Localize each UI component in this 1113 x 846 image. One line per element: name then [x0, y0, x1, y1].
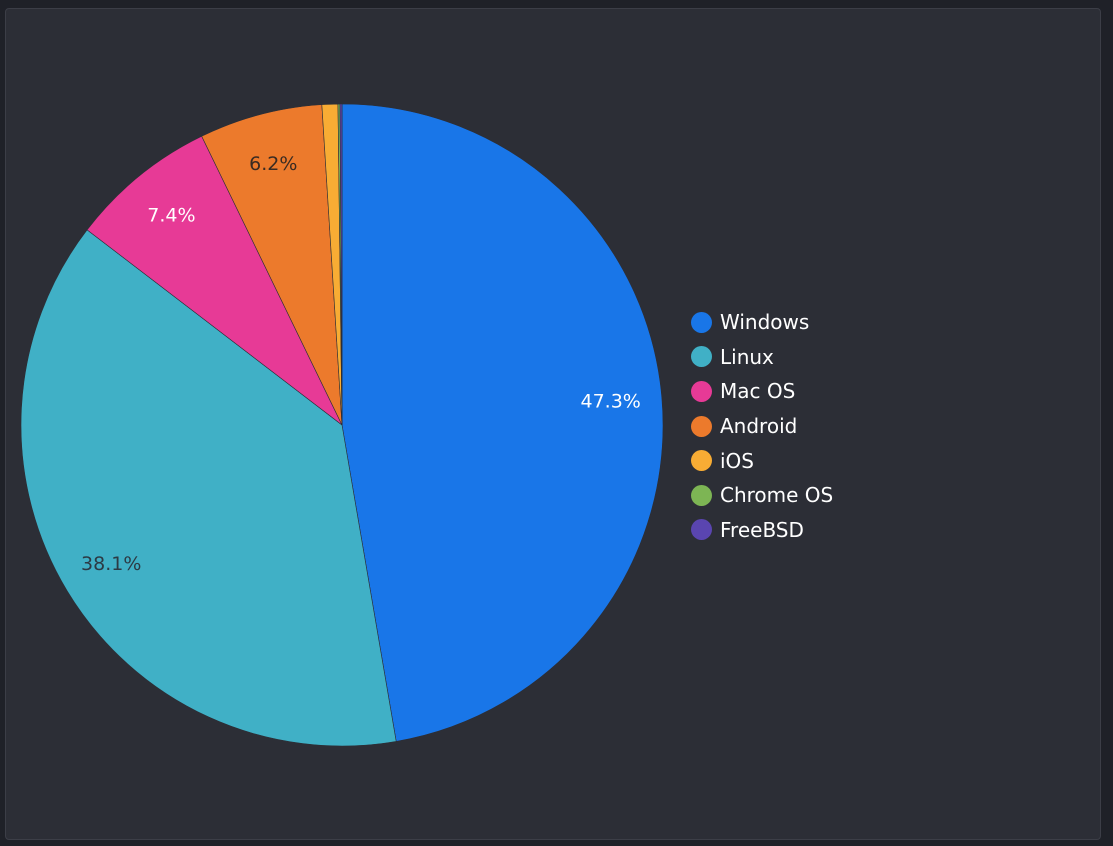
pie-slice-freebsd[interactable]	[339, 103, 343, 426]
pie-slice-android[interactable]	[201, 104, 343, 426]
legend-item-chrome-os[interactable]: Chrome OS	[691, 478, 833, 513]
legend-label: iOS	[720, 448, 754, 473]
legend-label: Linux	[720, 344, 774, 369]
slice-label-mac-os: 7.4%	[147, 205, 195, 227]
legend-label: Mac OS	[720, 379, 796, 404]
legend-swatch-icon	[691, 450, 712, 472]
pie-slice-linux[interactable]	[20, 229, 397, 747]
legend-label: Android	[720, 414, 798, 439]
legend-item-ios[interactable]: iOS	[691, 443, 833, 478]
legend-label: Windows	[720, 310, 810, 335]
legend-swatch-icon	[691, 311, 712, 333]
legend-item-android[interactable]: Android	[691, 409, 833, 444]
legend-swatch-icon	[691, 484, 712, 506]
legend-swatch-icon	[691, 346, 712, 368]
legend-swatch-icon	[691, 415, 712, 437]
legend-item-mac-os[interactable]: Mac OS	[691, 374, 833, 409]
legend-swatch-icon	[691, 380, 712, 402]
pie-slice-windows[interactable]	[341, 103, 664, 742]
legend-swatch-icon	[691, 519, 712, 541]
legend-item-linux[interactable]: Linux	[691, 340, 833, 375]
legend-label: Chrome OS	[720, 483, 834, 508]
legend-label: FreeBSD	[720, 517, 804, 542]
legend-item-freebsd[interactable]: FreeBSD	[691, 513, 833, 548]
legend-item-windows[interactable]: Windows	[691, 305, 833, 340]
pie-slice-mac-os[interactable]	[86, 135, 343, 426]
slice-label-android: 6.2%	[249, 153, 297, 175]
slice-label-windows: 47.3%	[580, 391, 640, 413]
slice-label-linux: 38.1%	[81, 553, 141, 575]
chart-legend: Windows Linux Mac OS Android iOS Chrome OS Fre…	[691, 305, 833, 547]
